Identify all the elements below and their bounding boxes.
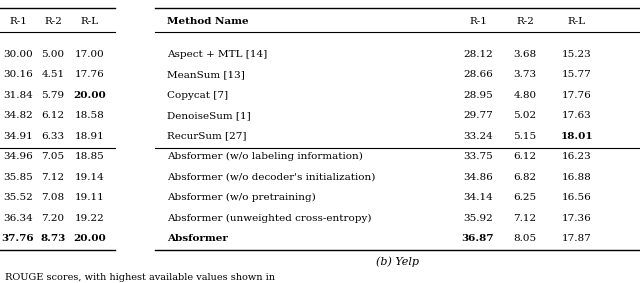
Text: R-L: R-L — [81, 18, 99, 27]
Text: MeanSum [13]: MeanSum [13] — [167, 70, 245, 79]
Text: 17.00: 17.00 — [75, 50, 105, 59]
Text: 5.79: 5.79 — [42, 91, 65, 100]
Text: 19.11: 19.11 — [75, 193, 105, 202]
Text: Aspect + MTL [14]: Aspect + MTL [14] — [167, 50, 268, 59]
Text: ROUGE scores, with highest available values shown in: ROUGE scores, with highest available val… — [5, 273, 275, 282]
Text: R-L: R-L — [568, 18, 586, 27]
Text: 34.96: 34.96 — [3, 152, 33, 161]
Text: 5.15: 5.15 — [513, 132, 536, 141]
Text: 17.36: 17.36 — [562, 214, 592, 223]
Text: (b) Yelp: (b) Yelp — [376, 257, 419, 267]
Text: 18.85: 18.85 — [75, 152, 105, 161]
Text: 19.14: 19.14 — [75, 173, 105, 182]
Text: R-2: R-2 — [516, 18, 534, 27]
Text: 4.80: 4.80 — [513, 91, 536, 100]
Text: 15.23: 15.23 — [562, 50, 592, 59]
Text: 17.76: 17.76 — [562, 91, 592, 100]
Text: 16.88: 16.88 — [562, 173, 592, 182]
Text: R-1: R-1 — [469, 18, 487, 27]
Text: 8.73: 8.73 — [40, 234, 66, 243]
Text: 31.84: 31.84 — [3, 91, 33, 100]
Text: 15.77: 15.77 — [562, 70, 592, 79]
Text: 37.76: 37.76 — [2, 234, 35, 243]
Text: R-1: R-1 — [9, 18, 27, 27]
Text: 34.14: 34.14 — [463, 193, 493, 202]
Text: 4.51: 4.51 — [42, 70, 65, 79]
Text: 7.05: 7.05 — [42, 152, 65, 161]
Text: 6.82: 6.82 — [513, 173, 536, 182]
Text: 17.63: 17.63 — [562, 111, 592, 120]
Text: 7.08: 7.08 — [42, 193, 65, 202]
Text: 18.58: 18.58 — [75, 111, 105, 120]
Text: 36.87: 36.87 — [461, 234, 494, 243]
Text: 17.76: 17.76 — [75, 70, 105, 79]
Text: 20.00: 20.00 — [74, 91, 106, 100]
Text: 6.12: 6.12 — [513, 152, 536, 161]
Text: Absformer (w/o pretraining): Absformer (w/o pretraining) — [167, 193, 316, 202]
Text: DenoiseSum [1]: DenoiseSum [1] — [167, 111, 251, 120]
Text: 30.16: 30.16 — [3, 70, 33, 79]
Text: Copycat [7]: Copycat [7] — [167, 91, 228, 100]
Text: 3.73: 3.73 — [513, 70, 536, 79]
Text: 16.23: 16.23 — [562, 152, 592, 161]
Text: 18.91: 18.91 — [75, 132, 105, 141]
Text: 34.82: 34.82 — [3, 111, 33, 120]
Text: Absformer (w/o labeling information): Absformer (w/o labeling information) — [167, 152, 363, 161]
Text: 34.86: 34.86 — [463, 173, 493, 182]
Text: Absformer (w/o decoder's initialization): Absformer (w/o decoder's initialization) — [167, 173, 376, 182]
Text: 28.12: 28.12 — [463, 50, 493, 59]
Text: 35.85: 35.85 — [3, 173, 33, 182]
Text: 33.24: 33.24 — [463, 132, 493, 141]
Text: 6.12: 6.12 — [42, 111, 65, 120]
Text: 36.34: 36.34 — [3, 214, 33, 223]
Text: 18.01: 18.01 — [561, 132, 593, 141]
Text: R-2: R-2 — [44, 18, 62, 27]
Text: 7.12: 7.12 — [42, 173, 65, 182]
Text: 19.22: 19.22 — [75, 214, 105, 223]
Text: 20.00: 20.00 — [74, 234, 106, 243]
Text: 5.00: 5.00 — [42, 50, 65, 59]
Text: 28.66: 28.66 — [463, 70, 493, 79]
Text: 33.75: 33.75 — [463, 152, 493, 161]
Text: 28.95: 28.95 — [463, 91, 493, 100]
Text: 7.12: 7.12 — [513, 214, 536, 223]
Text: 5.02: 5.02 — [513, 111, 536, 120]
Text: 34.91: 34.91 — [3, 132, 33, 141]
Text: Absformer (unweighted cross-entropy): Absformer (unweighted cross-entropy) — [167, 214, 371, 223]
Text: 3.68: 3.68 — [513, 50, 536, 59]
Text: Method Name: Method Name — [167, 18, 248, 27]
Text: 16.56: 16.56 — [562, 193, 592, 202]
Text: 30.00: 30.00 — [3, 50, 33, 59]
Text: Absformer: Absformer — [167, 234, 228, 243]
Text: 8.05: 8.05 — [513, 234, 536, 243]
Text: 17.87: 17.87 — [562, 234, 592, 243]
Text: 6.25: 6.25 — [513, 193, 536, 202]
Text: 29.77: 29.77 — [463, 111, 493, 120]
Text: 7.20: 7.20 — [42, 214, 65, 223]
Text: 35.92: 35.92 — [463, 214, 493, 223]
Text: RecurSum [27]: RecurSum [27] — [167, 132, 246, 141]
Text: 35.52: 35.52 — [3, 193, 33, 202]
Text: 6.33: 6.33 — [42, 132, 65, 141]
